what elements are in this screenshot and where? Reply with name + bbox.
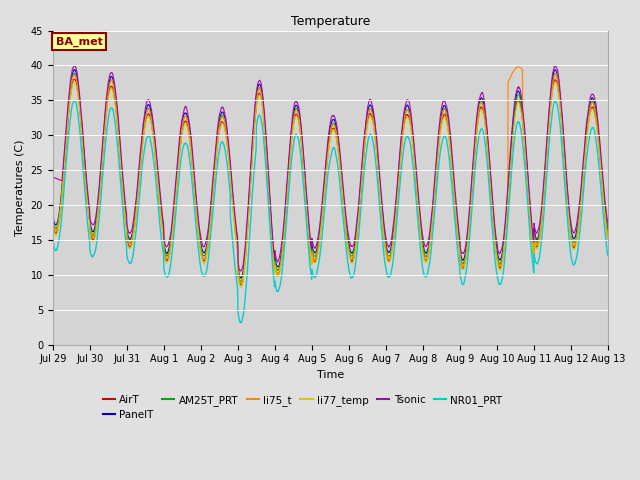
Text: BA_met: BA_met (56, 36, 102, 47)
X-axis label: Time: Time (317, 370, 344, 380)
Title: Temperature: Temperature (291, 15, 370, 28)
Y-axis label: Temperatures (C): Temperatures (C) (15, 139, 25, 236)
Legend: AirT, PanelT, AM25T_PRT, li75_t, li77_temp, Tsonic, NR01_PRT: AirT, PanelT, AM25T_PRT, li75_t, li77_te… (99, 391, 507, 424)
